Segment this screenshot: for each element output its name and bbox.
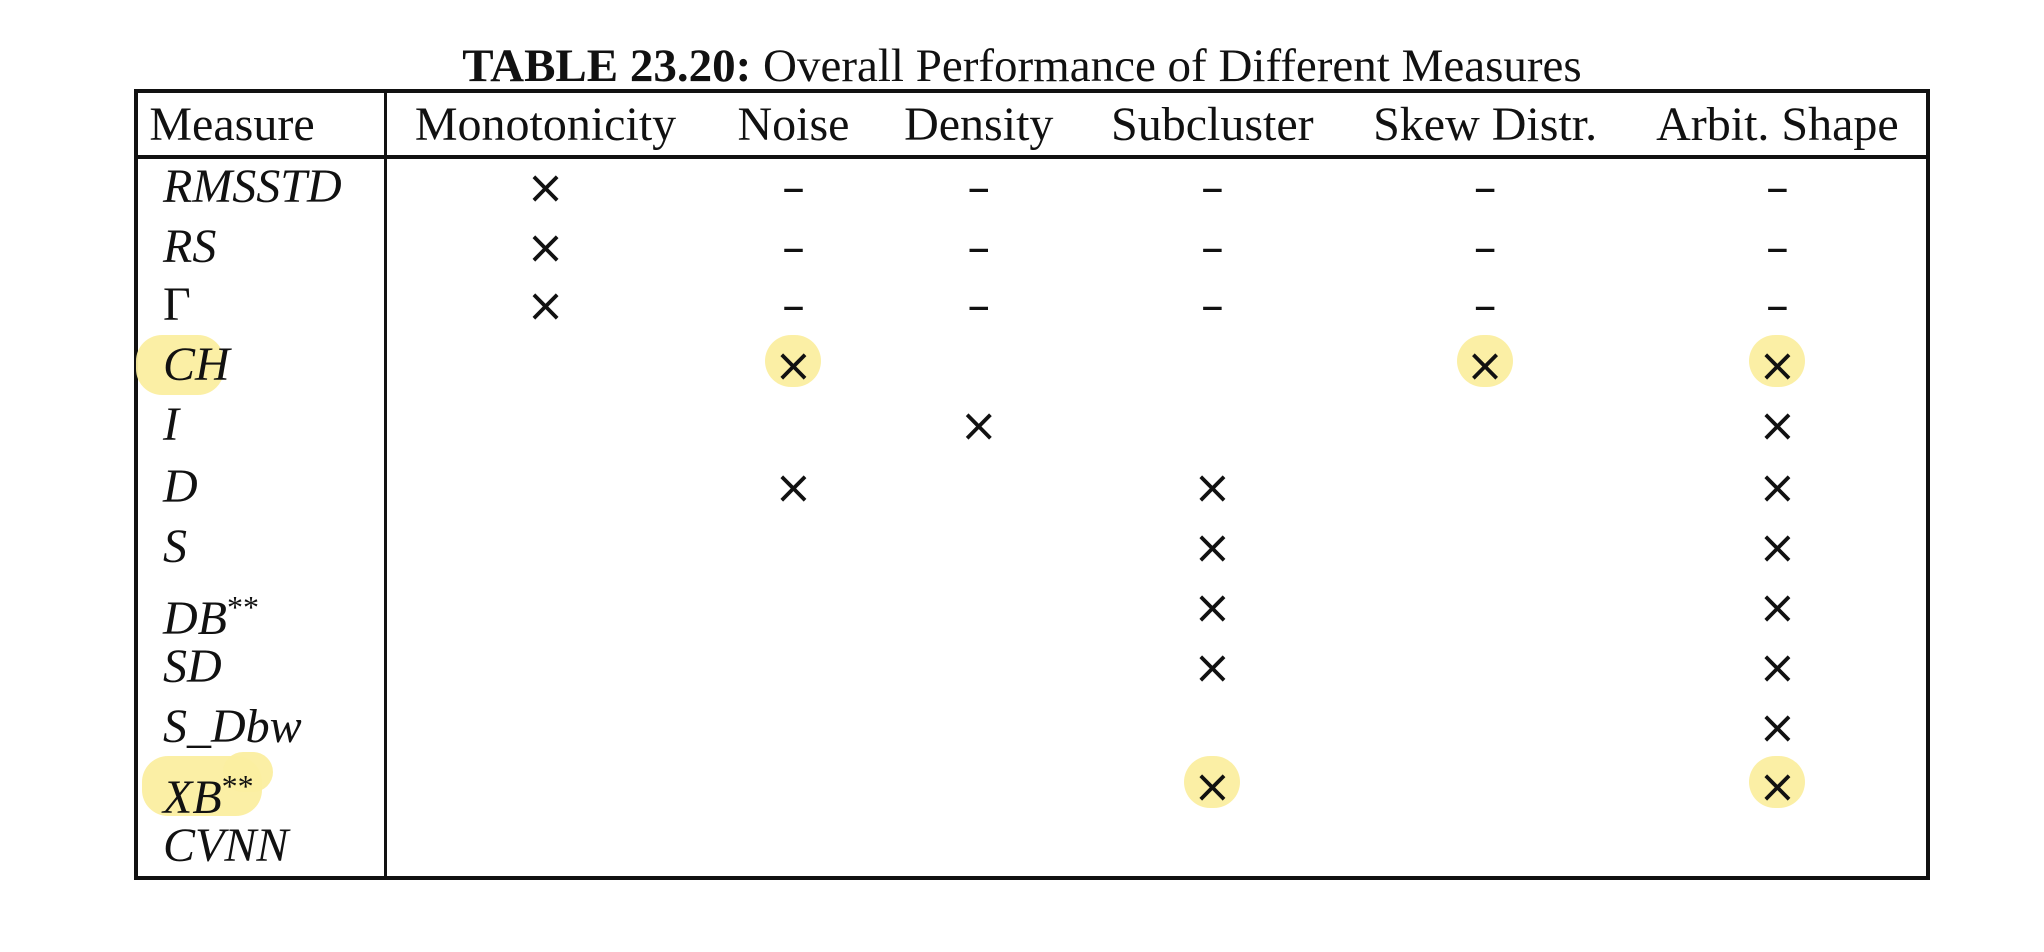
column-header: Monotonicity [414,98,677,151]
column-header: Measure [149,98,315,151]
measure-name: D [163,459,198,513]
dash-mark: – [1473,219,1497,274]
cross-mark: × [1758,398,1797,453]
cross-mark: × [526,219,565,274]
cross-mark: × [1758,639,1797,694]
dash-mark: – [1200,159,1224,214]
cross-mark: × [1758,699,1797,754]
cross-mark: × [1465,338,1505,393]
measure-name: XB [163,770,222,824]
dash-mark: – [1200,278,1224,333]
measure-superscript: ** [226,588,259,625]
highlight-marker [1749,755,1806,808]
column-header: Arbit. Shape [1656,98,1899,151]
cross-mark: × [1758,519,1797,574]
column-header: Subcluster [1111,98,1314,151]
row-label-rs: RS [163,217,216,277]
highlight-marker [136,335,224,396]
cross-mark: × [526,278,565,333]
column-header: Density [904,98,1054,151]
cross-mark: × [774,338,813,393]
dash-mark: – [1473,159,1497,214]
measure-name: RMSSTD [163,159,342,213]
header-rule [138,155,1926,159]
dash-mark: – [1765,278,1789,333]
row-label-ch: CH [163,335,230,395]
cross-mark: × [1193,758,1232,813]
dash-mark: – [967,159,991,214]
measure-name: CH [163,338,230,392]
row-label-sdbw: S_Dbw [163,697,302,757]
row-label-xb: XB** [163,756,254,828]
cross-mark: × [1193,639,1232,694]
dash-mark: – [781,219,805,274]
highlight-marker [1457,335,1514,388]
dash-mark: – [1200,219,1224,274]
highlight-marker [1184,755,1241,808]
cross-mark: × [959,398,999,453]
measure-name: DB [163,591,227,645]
highlight-marker [223,751,273,792]
dash-mark: – [1765,219,1789,274]
measure-name: S_Dbw [163,699,302,753]
measure-name: RS [163,219,217,273]
measure-name: CVNN [163,818,289,872]
row-label-sd: SD [163,637,222,697]
measure-superscript: ** [221,767,254,804]
table-caption: TABLE 23.20: Overall Performance of Diff… [0,38,2044,94]
measure-name: S [163,519,187,573]
row-label-db: DB** [163,577,259,649]
cross-mark: × [1758,338,1797,393]
cross-mark: × [526,159,565,214]
highlight-marker [765,335,822,388]
cross-mark: × [1758,758,1797,813]
measure-name: I [163,398,179,452]
row-label-d: D [163,457,198,517]
row-label-rmsstd: RMSSTD [163,157,342,217]
cross-mark: × [774,459,813,514]
dash-mark: – [1473,278,1497,333]
caption-label: TABLE 23.20: [462,40,752,92]
dash-mark: – [1765,159,1789,214]
column-divider [384,93,387,876]
row-label-: Γ [163,275,191,335]
dash-mark: – [781,159,805,214]
performance-table: Measure Monotonicity Noise Density Subcluste… [134,89,1930,880]
dash-mark: – [781,278,805,333]
cross-mark: × [1193,459,1232,514]
cross-mark: × [1758,459,1797,514]
dash-mark: – [967,219,991,274]
highlight-marker [1749,335,1806,388]
cross-mark: × [1193,579,1232,634]
cross-mark: × [1758,579,1797,634]
row-label-i: I [163,395,179,455]
row-label-s: S [163,517,187,577]
column-header: Skew Distr. [1373,98,1598,151]
cross-mark: × [1193,519,1232,574]
dash-mark: – [967,278,991,333]
measure-name: SD [163,639,222,693]
column-header: Noise [737,98,850,151]
caption-text: Overall Performance of Different Measure… [751,40,1582,92]
measure-name: Γ [163,278,191,332]
row-label-cvnn: CVNN [163,816,288,876]
